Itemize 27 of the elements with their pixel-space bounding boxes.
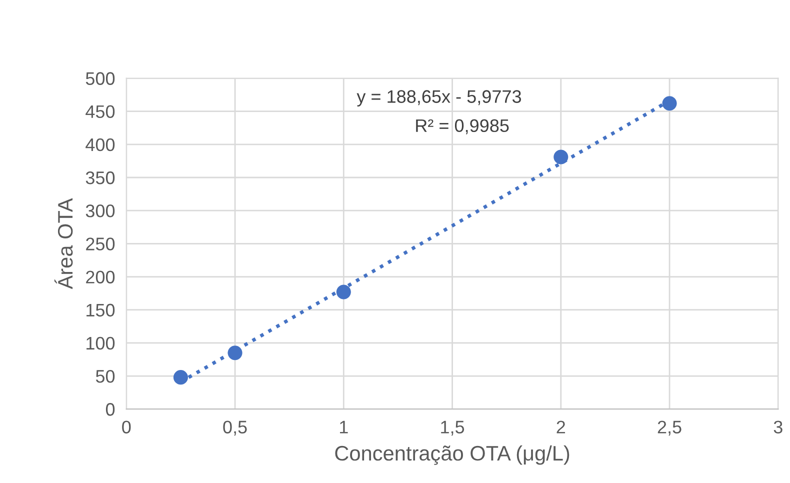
point <box>662 96 677 111</box>
y-tick-label: 300 <box>86 204 115 218</box>
point <box>554 150 568 164</box>
x-tick-label: 0,5 <box>223 420 247 436</box>
y-tick-label: 450 <box>86 105 115 118</box>
y-tick-label: 100 <box>86 336 115 350</box>
point <box>173 370 188 385</box>
x-tick-label: 2 <box>556 420 566 434</box>
y-tick-label: 250 <box>86 238 115 250</box>
x-tick-label: 3 <box>774 420 782 434</box>
point <box>336 284 351 300</box>
y-tick-label: 200 <box>86 270 115 284</box>
x-tick-label: 2,5 <box>658 420 682 436</box>
y-tick-label: 50 <box>96 370 115 383</box>
y-axis-title: Área OTA <box>54 198 73 290</box>
y-tick-label: 500 <box>86 72 115 85</box>
annotation: y = 188,65x - 5,9773 <box>356 90 522 107</box>
y-tick-label: 150 <box>86 304 115 317</box>
x-tick-label: 0 <box>122 420 131 434</box>
annotation: R² = 0,9985 <box>416 119 509 134</box>
x-axis-title: Concentração OTA (μg/L) <box>335 445 570 465</box>
y-tick-label: 0 <box>106 403 115 416</box>
y-tick-label: 350 <box>86 171 115 184</box>
x-tick-label: 1,5 <box>441 420 464 436</box>
point <box>228 346 242 360</box>
y-tick-label: 400 <box>86 138 115 152</box>
x-tick-label: 1 <box>340 420 348 434</box>
